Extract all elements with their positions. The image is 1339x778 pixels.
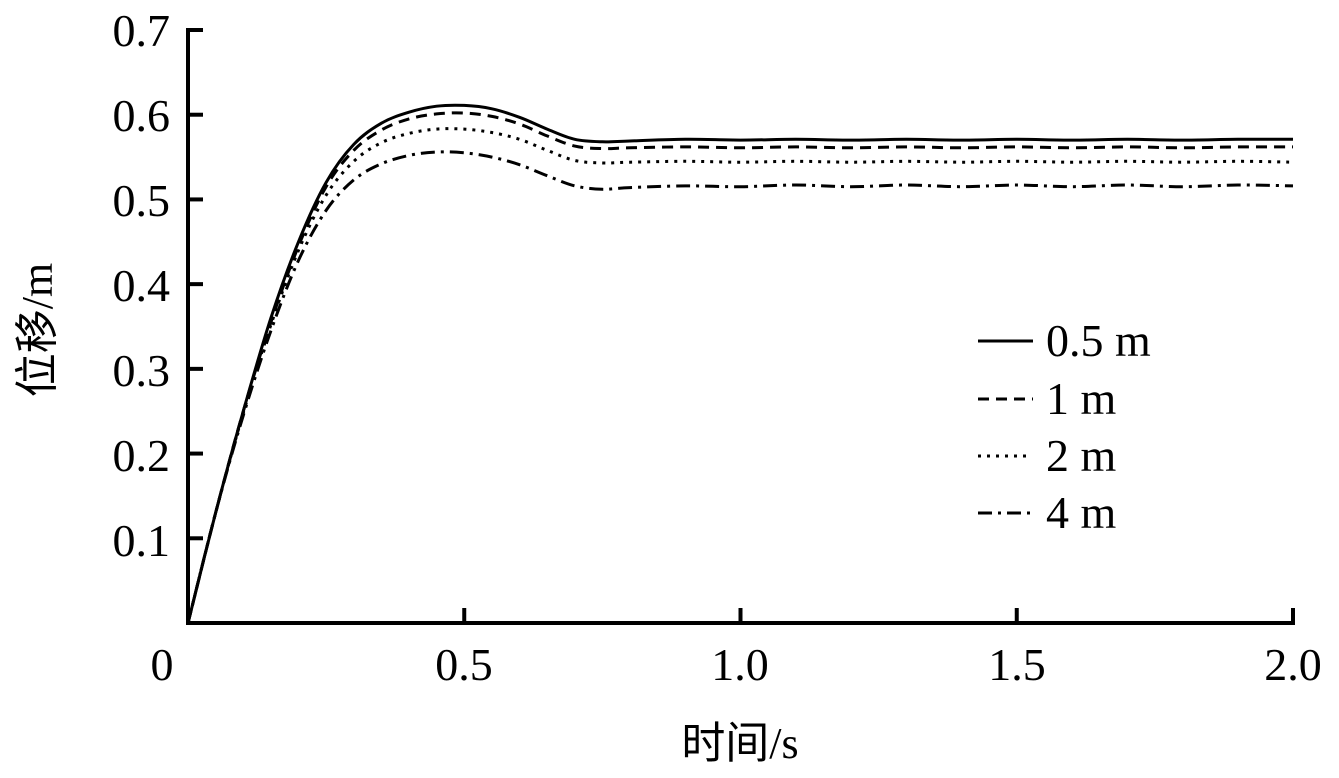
x-tick-label: 1.5 — [988, 639, 1046, 690]
series-line-1-m — [186, 111, 1294, 624]
x-tick-label: 0.5 — [435, 639, 493, 690]
y-axis-title: 位移/m — [13, 263, 62, 397]
y-tick-label: 0.7 — [113, 5, 171, 56]
legend: 0.5 m 1 m 2 m 4 m — [978, 315, 1151, 538]
plot-lines — [186, 103, 1294, 624]
legend-label: 4 m — [1046, 487, 1117, 538]
x-tick-label: 1.0 — [711, 639, 769, 690]
legend-item-2m: 2 m — [978, 430, 1117, 481]
series-line-0-5-m — [186, 103, 1294, 624]
x-tick-label: 0 — [151, 639, 174, 690]
legend-label: 2 m — [1046, 430, 1117, 481]
legend-item-4m: 4 m — [978, 487, 1117, 538]
legend-label: 1 m — [1046, 373, 1117, 424]
y-tick-label: 0.1 — [113, 515, 171, 566]
legend-item-1m: 1 m — [978, 373, 1117, 424]
y-tick-label: 0.6 — [113, 90, 171, 141]
x-axis-title: 时间/s — [681, 719, 798, 768]
y-tick-label: 0.5 — [113, 175, 171, 226]
y-tick-label: 0.4 — [113, 260, 171, 311]
legend-label: 0.5 m — [1046, 315, 1151, 366]
series-line-2-m — [186, 127, 1294, 624]
y-tick-label: 0.3 — [113, 345, 171, 396]
x-ticks — [462, 608, 1295, 623]
y-ticks — [188, 28, 203, 541]
y-tick-label: 0.2 — [113, 430, 171, 481]
legend-item-0-5m: 0.5 m — [978, 315, 1151, 366]
series-line-4-m — [186, 150, 1294, 624]
x-tick-label: 2.0 — [1264, 639, 1322, 690]
